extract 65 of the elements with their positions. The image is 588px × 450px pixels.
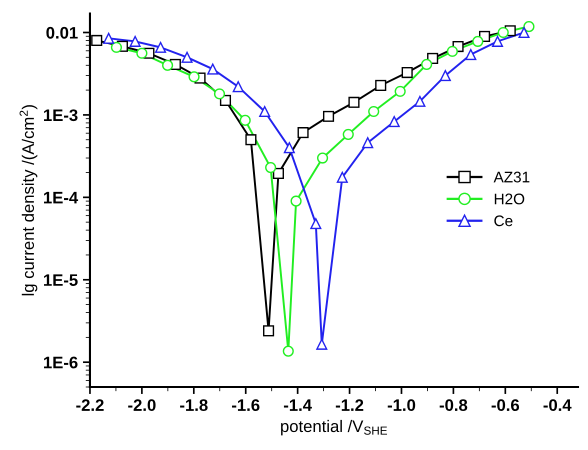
point — [446, 46, 458, 57]
point — [282, 346, 294, 357]
x-axis-title: potential /V$_{SHE}$ — [281, 420, 388, 436]
legend-label: Ce — [494, 215, 512, 226]
point — [103, 32, 114, 44]
x-tick-label: -1.4 — [284, 399, 312, 411]
point — [492, 36, 504, 47]
x-tick-label: -2.2 — [76, 399, 104, 411]
point — [298, 127, 309, 138]
point — [214, 88, 226, 100]
point — [259, 106, 270, 118]
point — [342, 128, 354, 140]
point — [317, 152, 328, 164]
y-tick-label: 0.01 — [46, 26, 78, 39]
point — [414, 96, 426, 107]
x-tick-label: -2.0 — [128, 399, 156, 412]
point — [130, 36, 141, 47]
point — [336, 172, 348, 183]
point — [440, 70, 451, 82]
point — [402, 66, 413, 78]
x-tick-label: -1.0 — [388, 399, 416, 412]
x-tick-label: -0.8 — [440, 399, 468, 412]
point — [518, 26, 530, 38]
legend-label: H2O — [494, 194, 524, 204]
y-axis-title: lg current density /(A/cm$^{2}$) — [20, 105, 38, 296]
point — [232, 81, 244, 92]
point — [188, 71, 200, 82]
y-tick-label: 1E-3 — [44, 109, 78, 122]
point — [316, 338, 328, 350]
point — [162, 60, 174, 71]
point — [388, 116, 400, 128]
x-tick-label: -1.8 — [180, 399, 208, 412]
y-tick-label: 1E-6 — [44, 356, 78, 368]
point — [181, 52, 193, 63]
point — [284, 142, 295, 154]
x-tick-label: -1.6 — [232, 399, 260, 412]
point — [322, 110, 334, 122]
legend-label: AZ31 — [494, 172, 530, 182]
point — [136, 48, 148, 59]
point — [110, 42, 122, 53]
point — [263, 325, 274, 336]
point — [240, 114, 251, 126]
point — [272, 168, 284, 179]
y-tick-label: 1E-4 — [44, 192, 78, 204]
point — [498, 26, 509, 38]
point — [394, 86, 406, 97]
point — [265, 162, 276, 174]
x-tick-label: -0.6 — [492, 399, 520, 412]
point — [155, 42, 166, 53]
point — [368, 106, 380, 118]
point — [523, 21, 534, 32]
point — [290, 196, 302, 207]
point — [348, 96, 360, 108]
y-tick-label: 1E-5 — [44, 274, 78, 286]
point — [421, 58, 432, 70]
point — [91, 34, 102, 46]
point — [375, 80, 386, 91]
point — [207, 64, 218, 75]
point — [245, 134, 256, 146]
point — [472, 36, 484, 47]
x-tick-label: -0.4 — [544, 399, 572, 412]
point — [362, 137, 374, 148]
point — [465, 48, 476, 60]
point — [310, 218, 322, 230]
x-tick-label: -1.2 — [336, 399, 364, 411]
